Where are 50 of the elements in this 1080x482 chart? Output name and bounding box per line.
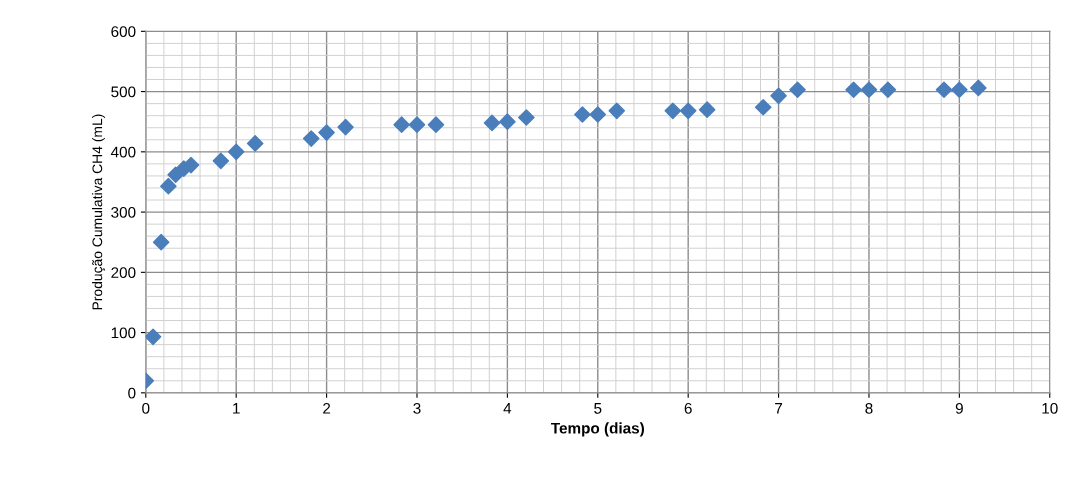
point xyxy=(212,152,230,170)
point xyxy=(427,116,445,134)
point xyxy=(227,143,245,161)
x-tick-label: 5 xyxy=(594,403,602,414)
point xyxy=(860,81,878,99)
y-tick-label: 500 xyxy=(111,86,136,98)
x-tick-label: 10 xyxy=(1042,402,1058,414)
point xyxy=(935,81,953,99)
point xyxy=(879,81,897,99)
x-tick-label: 4 xyxy=(503,403,512,414)
point xyxy=(302,130,320,147)
x-tick-label: 8 xyxy=(865,402,873,414)
point xyxy=(337,118,354,136)
point xyxy=(970,79,987,97)
point xyxy=(845,81,862,99)
point xyxy=(951,81,968,99)
point xyxy=(152,233,170,251)
point xyxy=(318,124,335,141)
point xyxy=(574,106,591,123)
point xyxy=(608,102,626,120)
y-tick-label: 100 xyxy=(111,327,136,339)
x-axis-title: Tempo (dias) xyxy=(550,422,644,437)
point xyxy=(518,109,535,126)
y-axis-title: Produção Cumulativa CH4 (mL) xyxy=(92,114,106,310)
point xyxy=(246,135,264,152)
point xyxy=(789,81,806,99)
y-tick-label: 200 xyxy=(111,267,136,279)
y-tick-label: 300 xyxy=(111,206,136,218)
point xyxy=(408,116,426,134)
x-tick-label: 0 xyxy=(142,402,150,414)
x-tick-label: 9 xyxy=(955,402,963,414)
point xyxy=(770,87,787,105)
x-tick-label: 6 xyxy=(684,402,692,414)
point xyxy=(664,102,682,120)
point xyxy=(160,177,177,195)
x-tick-label: 1 xyxy=(233,403,240,414)
y-tick-label: 0 xyxy=(128,387,136,399)
point xyxy=(754,98,772,116)
point xyxy=(499,113,516,131)
x-tick-label: 7 xyxy=(775,403,783,414)
y-tick-label: 400 xyxy=(110,146,136,158)
x-tick-label: 2 xyxy=(323,402,331,414)
y-tick-label: 600 xyxy=(111,26,136,38)
point xyxy=(589,106,607,123)
point xyxy=(679,102,697,120)
point xyxy=(483,114,501,132)
x-tick-label: 3 xyxy=(413,402,421,414)
point xyxy=(393,116,410,134)
point xyxy=(698,101,716,118)
point xyxy=(145,328,162,346)
